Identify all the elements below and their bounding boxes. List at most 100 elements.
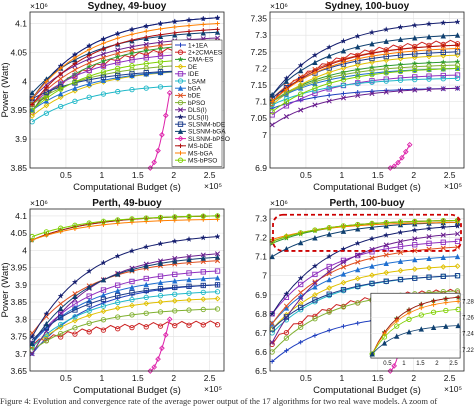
series-point-DLS(I) xyxy=(397,238,404,245)
x-tick-label: 1.5 xyxy=(372,373,384,383)
series-point-IDE xyxy=(412,242,418,248)
series-point-bPSO xyxy=(312,79,318,85)
series-point-DLS(I) xyxy=(454,85,461,91)
series-point-bDE xyxy=(58,76,64,82)
x-multiplier: ×10⁵ xyxy=(204,181,222,191)
series-point-DE xyxy=(369,272,375,279)
series-line-SLSNM-bPSO xyxy=(149,92,171,169)
series-point-SLSNM-bPSO xyxy=(399,154,405,161)
series-point-IDE xyxy=(72,73,78,79)
series-point-LSAM xyxy=(86,94,92,100)
series-point-DLS(II) xyxy=(185,235,193,242)
series-point-DLS(I) xyxy=(426,234,432,240)
series-point-SLSNM-bDE xyxy=(454,273,461,279)
series-point-MS-bPSO xyxy=(340,223,347,229)
series-point-IDE xyxy=(143,275,149,282)
series-point-bDE xyxy=(340,264,347,270)
inset-y-tick-label: 7.22 xyxy=(462,348,474,354)
legend-marker xyxy=(177,63,184,70)
series-point-DLS(II) xyxy=(114,30,121,37)
series-point-bPSO xyxy=(172,308,178,314)
series-line-DLS(II) xyxy=(31,236,218,337)
y-tick-label: 6.9 xyxy=(255,163,267,173)
x-axis-label: Computational Budget (s) xyxy=(313,385,421,396)
series-point-SLSNM-bGA xyxy=(157,260,164,266)
series-point-DLS(I) xyxy=(86,56,92,62)
series-point-DE xyxy=(354,62,361,68)
series-point-1+1EA xyxy=(341,324,346,329)
series-point-MS-bPSO xyxy=(312,85,318,91)
series-point-bPSO xyxy=(426,63,432,69)
series-point-bPSO xyxy=(100,71,107,78)
x-multiplier: ×10⁵ xyxy=(444,384,462,394)
y-tick-label: 7.15 xyxy=(250,80,267,90)
series-point-MS-bGA xyxy=(186,23,192,28)
y-tick-label: 7.1 xyxy=(255,252,267,262)
series-point-bPSO xyxy=(340,304,347,310)
series-point-DLS(I) xyxy=(269,339,275,345)
series-point-MS-bPSO xyxy=(157,214,164,221)
series-point-SLSNM-bPSO xyxy=(162,331,169,338)
series-point-SLSNM-bGA xyxy=(369,40,375,47)
y-tick-label: 7.1 xyxy=(255,97,267,107)
series-point-SLSNM-bPSO xyxy=(155,356,161,362)
x-tick-label: 1.5 xyxy=(132,373,144,383)
y-tick-label: 3.85 xyxy=(10,297,27,307)
series-point-MS-bGA xyxy=(29,96,35,101)
y-tick-label: 7.05 xyxy=(250,113,267,123)
series-point-2+2CMAES xyxy=(172,322,178,329)
series-point-SLSNM-bGA xyxy=(397,36,404,42)
series-point-DLS(I) xyxy=(412,87,418,93)
series-point-bGA xyxy=(186,276,192,283)
series-point-DLS(I) xyxy=(355,92,361,99)
chart-title: Perth, 49-buoy xyxy=(92,198,162,209)
legend-entry: bPSO xyxy=(188,100,205,107)
series-point-IDE xyxy=(312,271,318,278)
series-point-LSAM xyxy=(426,76,432,82)
series-point-bDE xyxy=(312,279,318,285)
y-axis-label: Power (Watt) xyxy=(0,62,11,117)
x-tick-label: 2.5 xyxy=(444,170,456,180)
series-point-MS-bDE xyxy=(186,29,192,34)
series-point-MS-bDE xyxy=(58,71,63,77)
series-point-LSAM xyxy=(214,289,221,295)
series-point-DLS(II) xyxy=(383,231,390,238)
series-point-SLSNM-bGA xyxy=(200,30,206,36)
series-point-MS-bDE xyxy=(86,53,92,58)
x-tick-label: 1 xyxy=(339,170,344,180)
series-point-SLSNM-bPSO xyxy=(155,147,161,154)
series-point-CMA-ES xyxy=(86,63,93,70)
series-point-SLSNM-bGA xyxy=(172,32,178,38)
series-point-MS-bPSO xyxy=(72,222,78,228)
series-point-1+1EA xyxy=(326,328,332,333)
series-point-IDE xyxy=(397,243,404,250)
series-point-SLSNM-bDE xyxy=(58,314,64,321)
series-point-DE xyxy=(171,298,178,304)
chart-title: Perth, 100-buoy xyxy=(329,198,404,209)
series-point-DLS(I) xyxy=(143,41,149,47)
inset-series-point-MS-bPSO xyxy=(418,312,424,318)
series-point-LSAM xyxy=(397,77,404,83)
series-point-MS-bGA xyxy=(341,60,346,65)
series-point-SLSNM-bGA xyxy=(214,29,221,35)
series-line-2+2CMAES xyxy=(31,320,218,346)
series-point-IDE xyxy=(440,72,446,79)
series-point-MS-bPSO xyxy=(454,65,461,72)
inset-series-point-MS-bGA xyxy=(431,302,436,307)
panel-sydney-100: 6.9 7 7.05 7.1 7.15 7.2 7.25 7.3 7.35 0.5 1 1.5 2 2.5… xyxy=(250,1,465,193)
series-point-MS-bPSO xyxy=(426,66,432,73)
series-line-MS-bGA xyxy=(31,23,218,100)
series-point-MS-bPSO xyxy=(355,74,361,80)
inset-series-point-SLSNM-bGA xyxy=(406,329,412,335)
x-multiplier: ×10⁵ xyxy=(204,384,222,394)
series-point-DE xyxy=(397,267,404,274)
series-point-bPSO xyxy=(115,69,121,75)
series-point-SLSNM-bPSO xyxy=(391,163,397,170)
inset-series-point-SLSNM-bGA xyxy=(381,340,388,346)
series-point-DE xyxy=(340,65,347,72)
legend-marker xyxy=(178,42,183,48)
series-point-MS-bGA xyxy=(384,51,389,57)
series-point-DE xyxy=(86,312,93,319)
x-tick-label: 2 xyxy=(171,373,176,383)
series-point-MS-bPSO xyxy=(383,219,389,226)
